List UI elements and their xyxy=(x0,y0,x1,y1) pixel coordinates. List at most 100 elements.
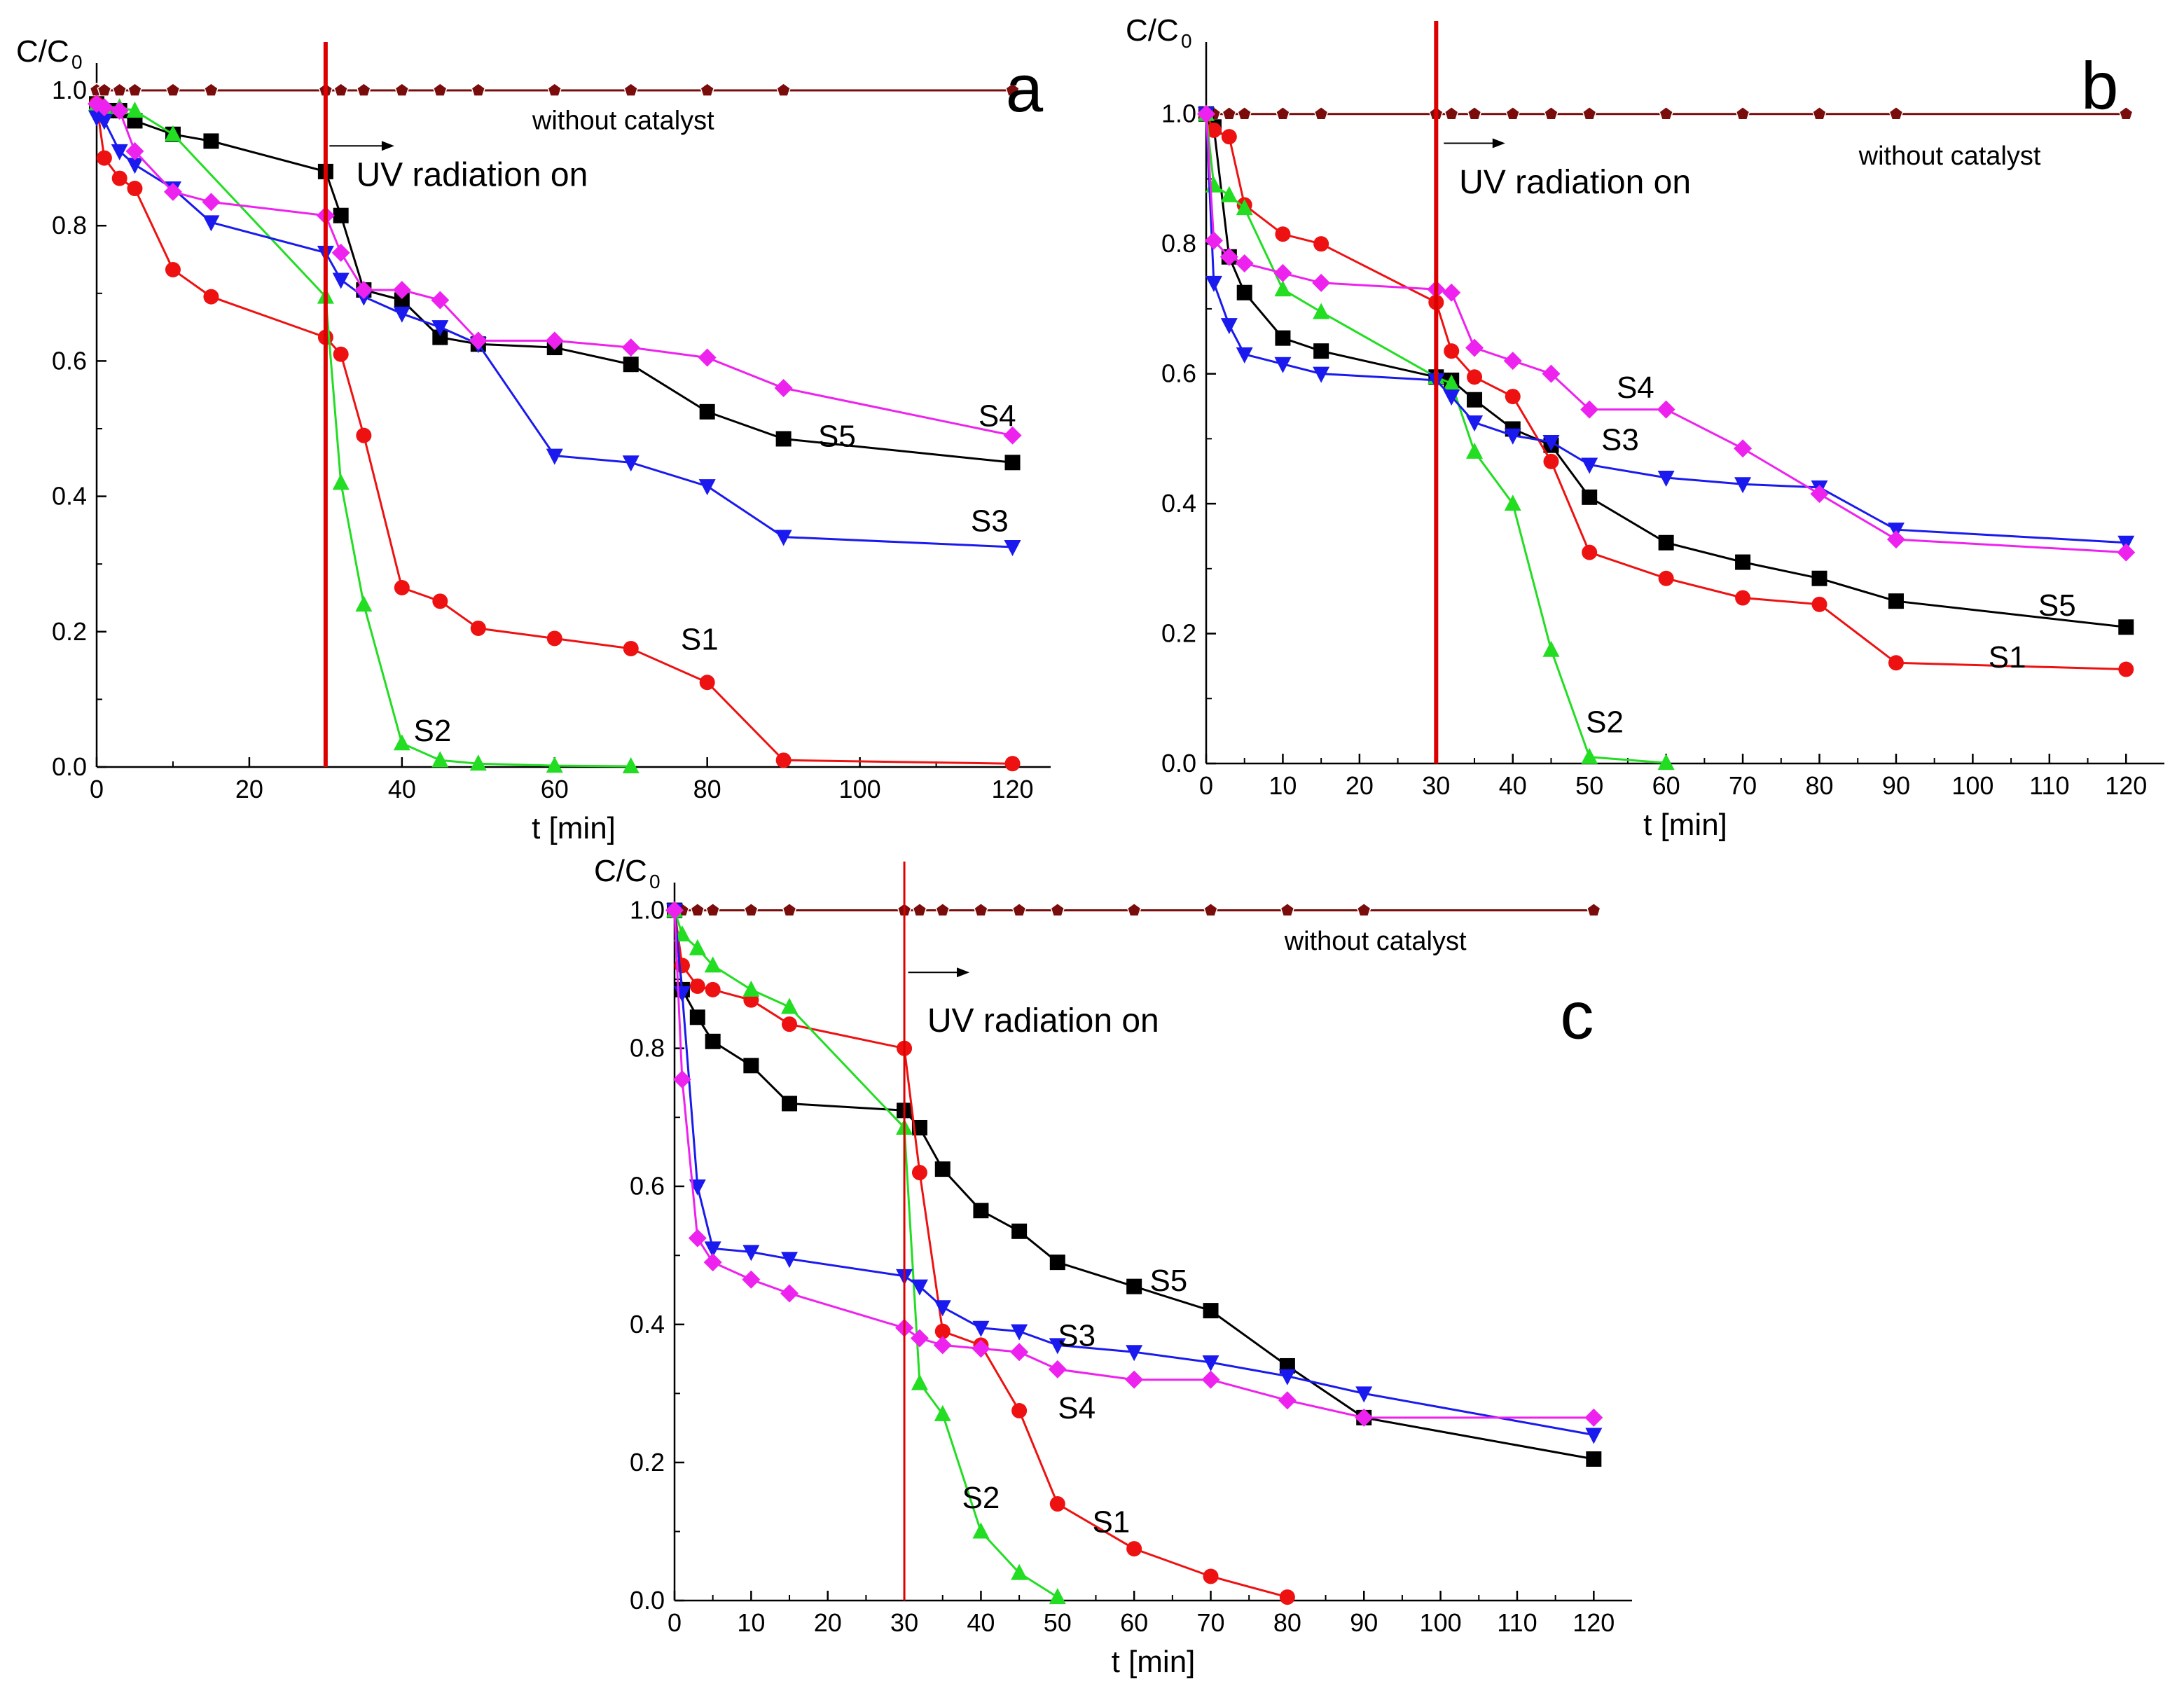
series-s4-point xyxy=(1235,254,1254,272)
series-s2-point xyxy=(393,734,410,751)
series-reference-point xyxy=(743,902,759,917)
y-tick-label: 0.2 xyxy=(52,617,87,646)
series-s1-point xyxy=(1203,1568,1219,1584)
series-s4-point xyxy=(1219,247,1238,266)
series-s4-point xyxy=(1197,104,1215,123)
series-s4-point xyxy=(1886,530,1905,549)
series-s3-point xyxy=(1355,1386,1373,1403)
series-s3-point xyxy=(1466,415,1484,432)
series-s4-point xyxy=(392,280,411,299)
series-s2-point xyxy=(781,997,799,1014)
series-s4-point xyxy=(431,291,450,310)
panel-letter: c xyxy=(1560,978,1594,1053)
series-s1-point xyxy=(432,593,448,609)
series-s1-point xyxy=(623,640,639,656)
series-s5-point xyxy=(623,357,639,373)
series-reference-point xyxy=(112,83,127,97)
series-reference-point xyxy=(782,902,797,917)
series-s4-point xyxy=(1355,1408,1374,1427)
series-reference-point xyxy=(1505,106,1521,120)
y-axis-title-subscript: 0 xyxy=(1181,30,1192,52)
series-s5 xyxy=(667,902,1602,1467)
series-reference xyxy=(667,902,1601,917)
series-s1-point xyxy=(1011,1403,1028,1419)
series-s1-point xyxy=(470,620,486,636)
series-s4-point xyxy=(110,101,129,120)
series-s1-point xyxy=(1658,570,1674,586)
series-s5-point xyxy=(1735,554,1751,570)
series-reference-point xyxy=(97,83,112,97)
series-s4-point xyxy=(2117,543,2136,562)
x-tick-label: 10 xyxy=(1269,771,1297,800)
series-s4-point xyxy=(202,193,221,212)
series-s3-point xyxy=(1278,1369,1296,1386)
series-reference-point xyxy=(1544,106,1558,120)
series-s1-point xyxy=(1811,596,1827,612)
series-s4-line xyxy=(96,102,1013,437)
series-reference-point xyxy=(1582,106,1597,120)
series-reference-point xyxy=(623,83,639,97)
reference-label: without catalyst xyxy=(1284,927,1467,956)
y-axis-title: C/C xyxy=(1126,13,1179,48)
series-s4-point xyxy=(545,331,564,350)
series-s3-point xyxy=(1011,1324,1028,1341)
series-s2-point xyxy=(1443,374,1460,391)
series-reference-point xyxy=(1586,902,1601,917)
x-axis-title: t [min] xyxy=(1112,1645,1196,1679)
y-tick-label: 1.0 xyxy=(1161,99,1196,128)
series-s1-point xyxy=(689,978,705,994)
series-s4-point xyxy=(1010,1343,1029,1362)
series-s4-point xyxy=(95,98,113,117)
series-s4-point xyxy=(1312,273,1331,292)
series-s5-point xyxy=(699,403,715,420)
series-s3 xyxy=(666,903,1603,1444)
series-s5-point xyxy=(394,292,410,308)
series-s4 xyxy=(665,901,1603,1427)
y-tick-label: 0.4 xyxy=(630,1310,665,1339)
series-s4-point xyxy=(1278,1391,1297,1410)
series-s3-point xyxy=(742,1245,760,1262)
x-tick-label: 120 xyxy=(2105,771,2147,800)
series-s3-point xyxy=(431,320,449,337)
series-s4-point xyxy=(1125,1370,1144,1389)
label-s4: S4 xyxy=(1058,1391,1096,1425)
label-s1: S1 xyxy=(1092,1505,1130,1540)
series-s1-point xyxy=(699,675,715,691)
series-s3-point xyxy=(126,158,144,174)
series-s1-point xyxy=(1582,544,1598,560)
y-axis-title-subscript: 0 xyxy=(649,871,661,892)
series-s1-point xyxy=(1505,389,1521,405)
series-s2-point xyxy=(469,754,487,771)
series-s2-point xyxy=(1049,1588,1066,1605)
x-tick-label: 30 xyxy=(1422,771,1450,800)
series-s2-point xyxy=(1011,1563,1028,1580)
x-tick-label: 110 xyxy=(2029,771,2069,800)
x-tick-label: 0 xyxy=(90,775,104,803)
series-s5-point xyxy=(1313,343,1329,359)
series-s1-point xyxy=(96,150,112,166)
series-reference-point xyxy=(776,83,792,97)
series-s5 xyxy=(89,96,1021,471)
label-s5: S5 xyxy=(2038,588,2076,623)
series-s4-point xyxy=(742,1270,761,1289)
series-s1-point xyxy=(546,630,562,647)
series-s4-point xyxy=(354,280,373,299)
x-tick-label: 100 xyxy=(1420,1608,1462,1637)
y-axis-title: C/C xyxy=(16,34,69,69)
series-s1-point xyxy=(1049,1496,1065,1512)
x-tick-label: 20 xyxy=(1346,771,1374,800)
series-s3-point xyxy=(1205,275,1222,292)
series-s4-point xyxy=(1810,485,1829,504)
series-s3-point xyxy=(698,479,716,496)
x-tick-label: 40 xyxy=(1499,771,1527,800)
series-s1-line xyxy=(95,104,1013,765)
series-s3-point xyxy=(1542,435,1560,451)
series-s1-point xyxy=(2118,661,2134,677)
x-tick-label: 80 xyxy=(693,775,721,803)
series-s3-point xyxy=(775,530,792,546)
x-axis-title: t [min] xyxy=(1643,808,1727,842)
label-s5: S5 xyxy=(1149,1264,1187,1298)
series-reference-point xyxy=(1276,106,1290,120)
series-s4-point xyxy=(1584,1408,1603,1427)
series-s3-point xyxy=(1581,457,1598,474)
